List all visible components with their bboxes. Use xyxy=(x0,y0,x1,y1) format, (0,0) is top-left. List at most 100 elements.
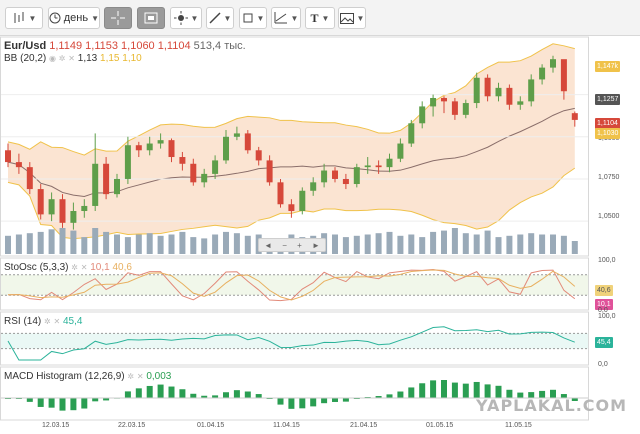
stoch-k-line xyxy=(7,268,576,302)
macd-bar xyxy=(321,398,328,404)
candle-body xyxy=(321,170,328,183)
text-tool-button[interactable]: T ▼ xyxy=(305,7,335,29)
chart-panel-button[interactable] xyxy=(137,7,165,29)
indicators-button[interactable]: ▼ xyxy=(170,7,202,29)
crosshair-button[interactable] xyxy=(104,7,132,29)
volume-bar xyxy=(550,234,556,254)
image-button[interactable]: ▼ xyxy=(338,7,366,29)
candle-body xyxy=(364,165,371,168)
scroll-right-button[interactable]: ► xyxy=(311,240,320,250)
candle-body xyxy=(310,182,317,191)
macd-bar xyxy=(375,396,382,398)
candle-body xyxy=(571,113,578,120)
macd-header: MACD Histogram (12,26,9) ✲ ✕ 0,003 xyxy=(4,371,171,382)
volume-bar xyxy=(201,238,208,254)
macd-bar xyxy=(342,398,349,402)
volume-bar xyxy=(571,241,578,254)
macd-bar xyxy=(419,383,426,398)
gear-icon[interactable]: ✲ xyxy=(44,317,51,326)
stoch-band xyxy=(1,274,588,296)
rsi-line xyxy=(7,326,575,361)
macd-bar xyxy=(550,389,556,398)
low-value: 1,1060 xyxy=(121,40,155,52)
scroll-left-button[interactable]: ◄ xyxy=(264,240,273,250)
stoch-d-badge: 40,6 xyxy=(595,285,613,296)
candle-body xyxy=(539,67,546,80)
close-icon[interactable]: ✕ xyxy=(80,263,88,272)
macd-bar xyxy=(59,398,66,411)
macd-bar xyxy=(135,388,142,398)
period-label: день xyxy=(63,12,89,24)
bb-band-fill xyxy=(8,43,575,239)
close-icon[interactable]: ✕ xyxy=(68,54,75,63)
macd-bar xyxy=(168,386,175,398)
candle-body xyxy=(201,173,208,183)
gear-icon[interactable]: ✲ xyxy=(58,54,66,63)
close-value: 1,1104 xyxy=(157,40,191,52)
volume-bar xyxy=(560,235,567,254)
candle-body xyxy=(462,103,469,115)
volume-value: 513,4 тыс. xyxy=(193,40,246,52)
rsi-label: RSI (14) xyxy=(4,316,42,327)
macd-bar xyxy=(37,398,44,407)
gear-icon[interactable]: ✲ xyxy=(71,263,78,272)
macd-bar xyxy=(408,387,415,398)
gear-icon[interactable]: ✲ xyxy=(127,372,135,381)
macd-bar xyxy=(190,393,197,398)
candle-body xyxy=(5,150,11,163)
volume-bar xyxy=(157,235,164,254)
shape-button[interactable]: ▼ xyxy=(239,7,267,29)
trend-tools-icon xyxy=(274,12,287,24)
macd-bar xyxy=(201,395,208,398)
macd-bar xyxy=(310,398,317,407)
macd-bar xyxy=(288,398,295,409)
candle-body xyxy=(332,170,338,179)
date-label: 01.04.15 xyxy=(197,422,225,429)
volume-bar xyxy=(397,235,404,254)
draw-line-button[interactable]: ▼ xyxy=(206,7,234,29)
volume-bar xyxy=(5,235,11,254)
macd-bar xyxy=(212,395,219,398)
zoom-out-button[interactable]: − xyxy=(282,240,287,250)
open-value: 1,1149 xyxy=(49,40,83,52)
volume-bar xyxy=(146,233,153,254)
candle-body xyxy=(473,77,480,104)
stoch-header: StoOsc (5,3,3) ✲ ✕ 10,1 40,6 xyxy=(4,262,132,273)
volume-bar xyxy=(353,235,360,254)
chart-panel-icon xyxy=(144,12,158,24)
candle-body xyxy=(375,165,382,168)
candle-body xyxy=(288,204,295,212)
macd-bar xyxy=(462,383,469,398)
candle-body xyxy=(397,143,404,159)
macd-bar xyxy=(430,380,437,398)
candle-body xyxy=(233,133,240,137)
close-icon[interactable]: ✕ xyxy=(136,372,144,381)
macd-bar xyxy=(179,389,186,398)
candle-body xyxy=(114,178,120,195)
close-icon[interactable]: ✕ xyxy=(53,317,61,326)
macd-bar xyxy=(539,390,546,398)
period-dropdown[interactable]: день ▼ xyxy=(48,7,100,29)
stoch-d-line xyxy=(7,269,576,301)
candle-body xyxy=(124,145,131,179)
candle-body xyxy=(26,167,33,190)
volume-bar xyxy=(114,234,120,254)
chart-navigation: ◄ − + ► xyxy=(258,238,326,252)
eye-icon[interactable]: ◉ xyxy=(49,54,57,63)
volume-bar xyxy=(168,234,175,254)
macd-label: MACD Histogram (12,26,9) xyxy=(4,371,125,382)
trend-tools-button[interactable]: ▼ xyxy=(271,7,301,29)
zoom-in-button[interactable]: + xyxy=(297,240,302,250)
macd-bar xyxy=(244,391,251,398)
text-tool-icon: T xyxy=(310,10,319,25)
bar-style-button[interactable]: ▼ xyxy=(5,7,43,29)
macd-bar xyxy=(233,390,240,398)
volume-bar xyxy=(386,231,393,254)
volume-bar xyxy=(419,237,426,254)
candle-body xyxy=(342,178,349,185)
candle-body xyxy=(517,101,524,105)
candle-body xyxy=(353,167,360,185)
stoch-d-value: 40,6 xyxy=(112,262,132,273)
date-label: 12.03.15 xyxy=(42,422,70,429)
